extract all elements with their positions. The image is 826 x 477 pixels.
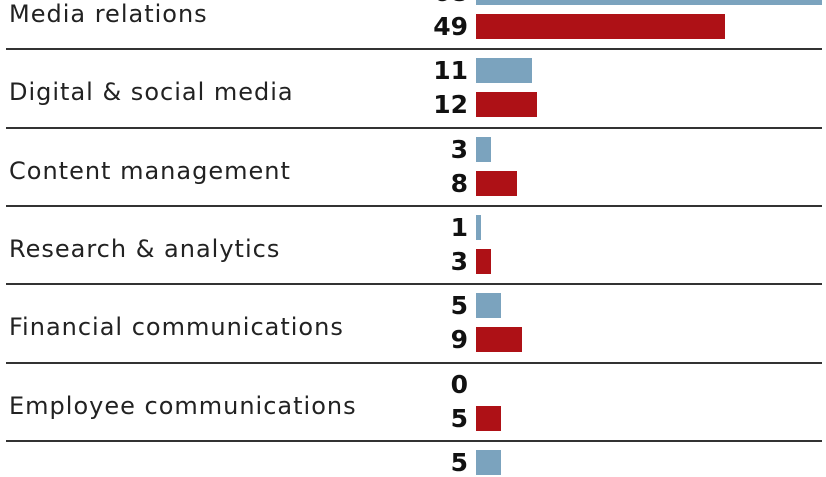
bar-blue <box>476 136 492 162</box>
category-label: Media relations <box>9 0 208 28</box>
value-label-blue: 5 <box>450 447 468 477</box>
value-label-blue: 3 <box>450 134 468 164</box>
value-label-blue: 5 <box>450 291 468 321</box>
value-label-blue: 11 <box>433 56 468 86</box>
bar-blue <box>476 214 482 240</box>
row-separator <box>6 204 822 207</box>
category-label: Digital & social media <box>9 78 294 107</box>
bar-red <box>476 248 492 274</box>
category-label: Research & analytics <box>9 234 281 263</box>
bar-red <box>476 170 517 196</box>
bar-blue <box>476 0 822 5</box>
row-separator <box>6 283 822 286</box>
bar-blue <box>476 293 502 319</box>
row-separator <box>6 361 822 364</box>
value-label-red: 49 <box>433 12 468 41</box>
value-label-blue: 0 <box>450 369 468 399</box>
row-separator <box>6 439 822 442</box>
value-label-red: 12 <box>433 90 468 120</box>
category-label: Financial communications <box>9 313 344 342</box>
value-label-red: 8 <box>450 168 468 198</box>
category-label: Employee communications <box>9 391 357 420</box>
bar-blue <box>476 449 502 475</box>
bar-chart: Media relations 68 49 Digital & social medi… <box>6 0 822 475</box>
bar-blue <box>476 58 532 84</box>
bar-red <box>476 92 538 118</box>
bar-red <box>476 14 726 39</box>
row-separator <box>6 126 822 129</box>
category-label: Content management <box>9 156 291 185</box>
value-label-blue: 68 <box>408 0 468 5</box>
value-label-red: 5 <box>450 403 468 433</box>
bar-red <box>476 327 522 353</box>
value-label-red: 9 <box>450 325 468 355</box>
value-label-red: 3 <box>450 246 468 276</box>
bar-red <box>476 405 502 431</box>
value-label-blue: 1 <box>450 212 468 242</box>
row-separator <box>6 48 822 51</box>
